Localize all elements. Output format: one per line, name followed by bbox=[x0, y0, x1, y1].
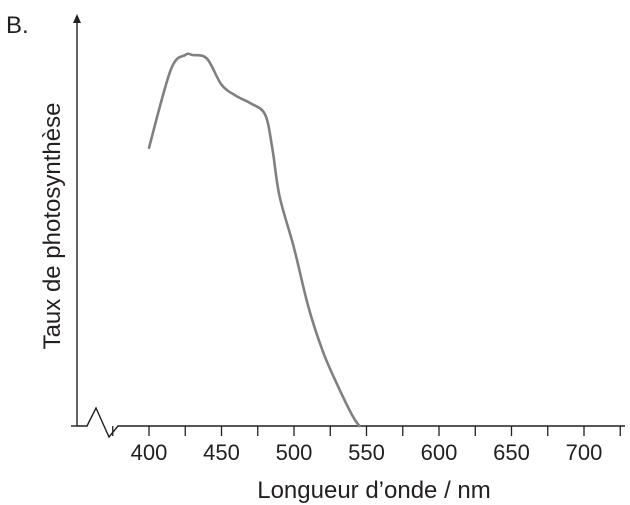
x-tick-label: 600 bbox=[421, 440, 458, 465]
series-group bbox=[147, 52, 361, 428]
x-ticks: 400 450 500 550 600 650 700 bbox=[112, 426, 621, 465]
x-tick-label: 550 bbox=[348, 440, 385, 465]
x-tick-label: 700 bbox=[566, 440, 603, 465]
x-axis-line bbox=[77, 406, 625, 439]
x-tick-label: 500 bbox=[276, 440, 313, 465]
x-tick-label: 400 bbox=[131, 440, 168, 465]
axes bbox=[71, 14, 625, 439]
panel-label: B. bbox=[6, 12, 29, 39]
x-tick-label: 450 bbox=[203, 440, 240, 465]
x-axis-title: Longueur d’onde / nm bbox=[257, 477, 491, 504]
series-line bbox=[147, 52, 361, 428]
x-tick-label: 650 bbox=[493, 440, 530, 465]
y-axis-arrowhead bbox=[73, 14, 81, 23]
y-axis-title: Taux de photosynthèse bbox=[39, 103, 66, 350]
